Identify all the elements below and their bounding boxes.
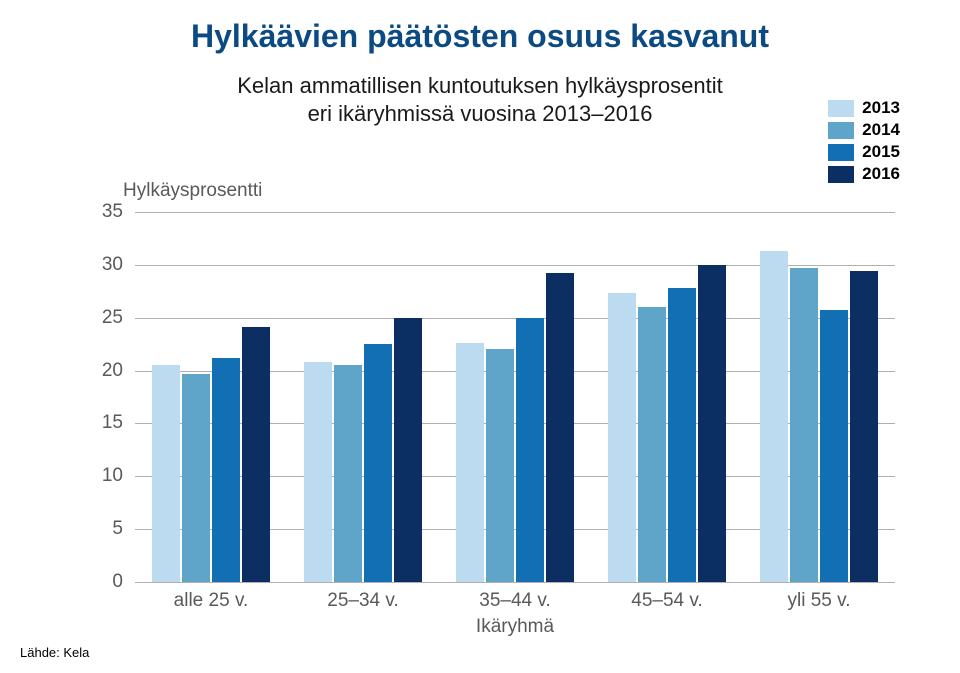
bar [394,318,422,582]
legend-item: 2015 [828,142,900,162]
x-tick-label: 45–54 v. [591,590,743,612]
chart-container: Hylkäävien päätösten osuus kasvanut Kela… [0,0,960,673]
legend-swatch [828,166,854,183]
legend-swatch [828,100,854,117]
bar [608,293,636,582]
gridline [135,212,895,213]
bar [698,265,726,582]
subtitle-line2: eri ikäryhmissä vuosina 2013–2016 [308,101,653,126]
bar-group [760,251,880,582]
y-tick-label: 10 [83,465,123,487]
bar [760,251,788,582]
bar [516,318,544,582]
x-tick-label: alle 25 v. [135,590,287,612]
chart-title: Hylkäävien päätösten osuus kasvanut [0,18,960,55]
y-tick-label: 0 [83,571,123,593]
legend-item: 2013 [828,98,900,118]
bar [242,327,270,582]
legend: 2013201420152016 [828,98,900,186]
legend-label: 2014 [862,120,900,140]
bar [850,271,878,582]
plot-area: 05101520253035alle 25 v.25–34 v.35–44 v.… [135,212,895,582]
legend-item: 2014 [828,120,900,140]
y-axis-label: Hylkäysprosentti [123,180,262,202]
bar [304,362,332,582]
bar [334,365,362,582]
y-tick-label: 5 [83,518,123,540]
chart-subtitle: Kelan ammatillisen kuntoutuksen hylkäysp… [0,72,960,127]
legend-swatch [828,144,854,161]
legend-label: 2016 [862,164,900,184]
x-axis-label: Ikäryhmä [135,616,895,638]
bar [546,273,574,582]
y-tick-label: 15 [83,412,123,434]
bar-group [304,318,424,582]
source-text: Lähde: Kela [20,645,89,660]
legend-swatch [828,122,854,139]
bar-group [456,273,576,582]
bar [456,343,484,582]
bar-group [608,265,728,582]
bar [152,365,180,582]
legend-item: 2016 [828,164,900,184]
bar [820,310,848,582]
gridline [135,582,895,583]
y-tick-label: 35 [83,201,123,223]
bar [638,307,666,582]
y-tick-label: 25 [83,307,123,329]
y-tick-label: 20 [83,360,123,382]
bar [668,288,696,582]
legend-label: 2013 [862,98,900,118]
legend-label: 2015 [862,142,900,162]
bar [212,358,240,582]
x-tick-label: yli 55 v. [743,590,895,612]
bar [364,344,392,582]
bar-group [152,327,272,582]
y-tick-label: 30 [83,254,123,276]
bar [182,374,210,582]
x-tick-label: 25–34 v. [287,590,439,612]
subtitle-line1: Kelan ammatillisen kuntoutuksen hylkäysp… [237,73,722,98]
bar [486,349,514,582]
x-tick-label: 35–44 v. [439,590,591,612]
bar [790,268,818,582]
